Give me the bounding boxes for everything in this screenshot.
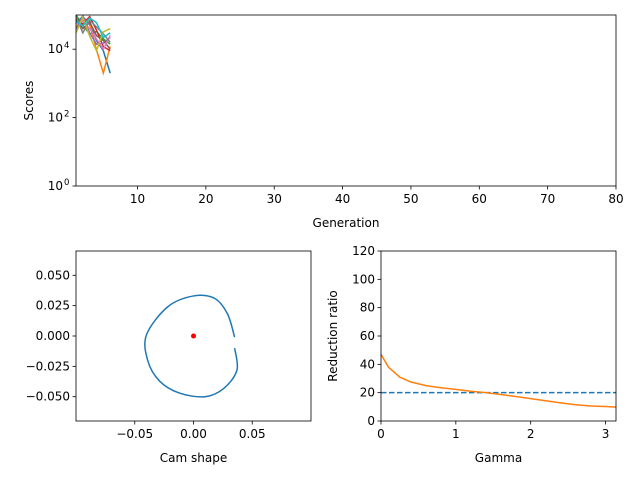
reduction-ratio-chart: 0 1 2 3 0 20 40 60 80 100 120 Gamma Reduction ratio bbox=[326, 244, 617, 465]
y-tick-exponent: 4 bbox=[64, 41, 69, 51]
series-line bbox=[76, 17, 111, 50]
series-line bbox=[76, 16, 111, 39]
x-tick-label: 40 bbox=[335, 192, 350, 206]
y-axis-label: Scores bbox=[22, 81, 36, 121]
x-tick-label: 0 bbox=[377, 427, 385, 441]
y-tick-label: 0.025 bbox=[36, 299, 70, 313]
x-axis-label: Generation bbox=[313, 216, 380, 230]
y-tick-label: 10 bbox=[48, 42, 63, 56]
axes-frame bbox=[75, 14, 617, 187]
x-axis-label: Gamma bbox=[475, 451, 522, 465]
y-tick-label: −0.025 bbox=[26, 359, 70, 373]
x-axis-label: Cam shape bbox=[160, 451, 227, 465]
y-tick-label: 60 bbox=[360, 329, 375, 343]
series-group bbox=[76, 15, 111, 76]
x-tick-label: 0.05 bbox=[239, 427, 266, 441]
y-tick-label: 80 bbox=[360, 301, 375, 315]
x-tick-label: 3 bbox=[602, 427, 610, 441]
x-tick-label: 10 bbox=[130, 192, 145, 206]
x-tick-label: 80 bbox=[608, 192, 623, 206]
y-tick-exponent: 2 bbox=[64, 110, 69, 120]
y-tick-label: 100 bbox=[352, 272, 375, 286]
cam-shape-chart: −0.05 0.00 0.05 0.050 0.025 0.000 −0.025 −0.050… bbox=[26, 250, 312, 465]
series-line bbox=[76, 16, 111, 43]
x-tick-label: 60 bbox=[472, 192, 487, 206]
y-tick-label: 0 bbox=[367, 414, 375, 428]
x-tick-label: 30 bbox=[267, 192, 282, 206]
y-tick-label: 20 bbox=[360, 386, 375, 400]
y-axis-label: Reduction ratio bbox=[326, 290, 340, 381]
x-tick-label: 1 bbox=[452, 427, 460, 441]
x-tick-label: 0.00 bbox=[180, 427, 207, 441]
cam-shape-curve bbox=[144, 294, 239, 398]
x-tick-label: 20 bbox=[198, 192, 213, 206]
axes-frame bbox=[380, 250, 617, 422]
x-tick-label: −0.05 bbox=[116, 427, 153, 441]
x-tick-label: 50 bbox=[403, 192, 418, 206]
series-line bbox=[380, 354, 617, 408]
series-line bbox=[76, 15, 111, 53]
y-tick-label: 10 bbox=[48, 111, 63, 125]
y-tick-label: 40 bbox=[360, 357, 375, 371]
y-tick-exponent: 0 bbox=[64, 178, 69, 188]
y-tick-label: 0.050 bbox=[36, 268, 70, 282]
y-tick-label: −0.050 bbox=[26, 390, 70, 404]
x-tick-label: 70 bbox=[540, 192, 555, 206]
center-point bbox=[191, 333, 196, 339]
x-tick-label: 2 bbox=[527, 427, 535, 441]
y-tick-label: 10 bbox=[48, 179, 63, 193]
y-tick-label: 120 bbox=[352, 244, 375, 258]
y-tick-label: 0.000 bbox=[36, 329, 70, 343]
